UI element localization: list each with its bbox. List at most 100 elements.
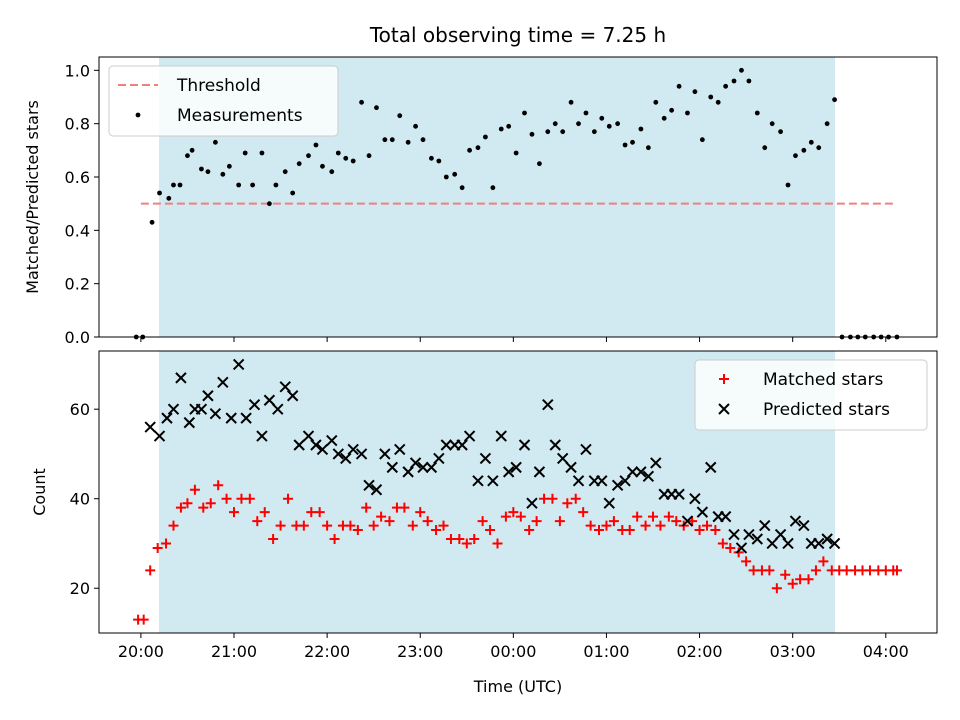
data-point xyxy=(209,407,222,420)
legend-label: Predicted stars xyxy=(763,400,890,420)
data-point xyxy=(560,129,566,135)
data-point xyxy=(821,533,833,545)
data-point xyxy=(533,466,546,478)
data-point xyxy=(526,497,538,509)
data-point xyxy=(273,182,279,188)
data-point xyxy=(813,537,825,550)
x-tick-label: 01:00 xyxy=(583,642,629,661)
data-point xyxy=(556,452,569,465)
x-tick-label: 22:00 xyxy=(304,642,350,661)
data-point xyxy=(283,493,294,504)
y-tick-label: 40 xyxy=(70,490,90,509)
data-point xyxy=(774,528,787,541)
data-point xyxy=(366,153,372,159)
data-point xyxy=(302,430,315,442)
data-point xyxy=(189,484,200,495)
data-point xyxy=(502,466,515,478)
data-point xyxy=(696,506,709,518)
data-point xyxy=(290,190,296,196)
data-point xyxy=(632,511,643,522)
data-point xyxy=(182,498,193,509)
data-point xyxy=(655,520,666,531)
data-point xyxy=(475,145,481,151)
data-point xyxy=(529,131,535,137)
data-point xyxy=(433,452,445,465)
data-point xyxy=(498,126,504,132)
data-point xyxy=(479,452,492,465)
data-point xyxy=(332,448,345,460)
data-point xyxy=(472,475,484,487)
data-point xyxy=(153,430,166,442)
y-tick-label: 0.6 xyxy=(65,168,90,187)
data-point xyxy=(793,153,798,159)
data-point xyxy=(431,525,442,536)
data-point xyxy=(467,147,472,153)
data-point xyxy=(363,479,375,491)
data-point xyxy=(841,565,852,576)
data-point xyxy=(459,185,465,191)
data-point xyxy=(168,520,179,531)
series-measurements xyxy=(133,67,900,340)
y-tick-label: 20 xyxy=(70,579,90,598)
data-point xyxy=(818,556,829,567)
data-point xyxy=(492,538,503,549)
y-axis-label: Matched/Predicted stars xyxy=(23,100,42,294)
data-point xyxy=(685,110,690,116)
data-point xyxy=(329,534,340,544)
data-point xyxy=(719,510,732,523)
data-point xyxy=(229,507,240,518)
axes-frame xyxy=(98,56,938,338)
data-point xyxy=(420,137,426,143)
data-point xyxy=(463,430,476,442)
y-tick-label: 1.0 xyxy=(65,61,90,80)
x-tick-label: 20:00 xyxy=(118,642,164,661)
data-point xyxy=(524,525,535,536)
x-tick-label: 03:00 xyxy=(770,642,816,661)
data-point xyxy=(316,443,329,456)
data-point xyxy=(762,145,768,151)
data-point xyxy=(596,475,608,487)
data-point xyxy=(518,439,531,451)
data-point xyxy=(157,190,162,196)
data-point xyxy=(795,574,806,585)
data-point xyxy=(483,134,488,140)
data-point xyxy=(340,452,352,465)
data-point xyxy=(537,161,542,167)
data-point xyxy=(653,99,659,105)
data-point xyxy=(248,399,261,411)
legend-label: Measurements xyxy=(177,106,303,126)
data-point xyxy=(608,516,619,527)
data-point xyxy=(759,519,771,532)
data-point xyxy=(689,493,701,505)
data-point xyxy=(382,137,388,143)
legend-marker-swatch xyxy=(719,374,729,384)
data-point xyxy=(723,83,729,89)
data-point xyxy=(741,556,752,567)
data-point xyxy=(259,507,270,518)
data-point xyxy=(601,520,612,531)
data-point xyxy=(728,528,740,541)
y-tick-label: 60 xyxy=(70,400,90,419)
data-point xyxy=(183,416,196,429)
data-point xyxy=(368,520,379,531)
data-point xyxy=(272,403,284,415)
data-point xyxy=(279,381,291,393)
data-point xyxy=(296,161,302,167)
data-point xyxy=(778,129,783,135)
data-point xyxy=(603,497,615,509)
data-point xyxy=(832,97,837,103)
data-point xyxy=(359,99,364,105)
data-point xyxy=(522,110,527,116)
data-point xyxy=(513,150,519,156)
data-point xyxy=(785,182,791,188)
data-point xyxy=(801,147,807,153)
data-point xyxy=(576,121,581,127)
data-point xyxy=(415,507,426,518)
data-point xyxy=(508,507,519,518)
data-point xyxy=(739,67,744,73)
series-predicted-stars xyxy=(144,358,841,554)
data-point xyxy=(213,480,224,491)
data-point xyxy=(864,565,875,576)
data-point xyxy=(717,538,728,549)
data-point xyxy=(202,390,214,402)
